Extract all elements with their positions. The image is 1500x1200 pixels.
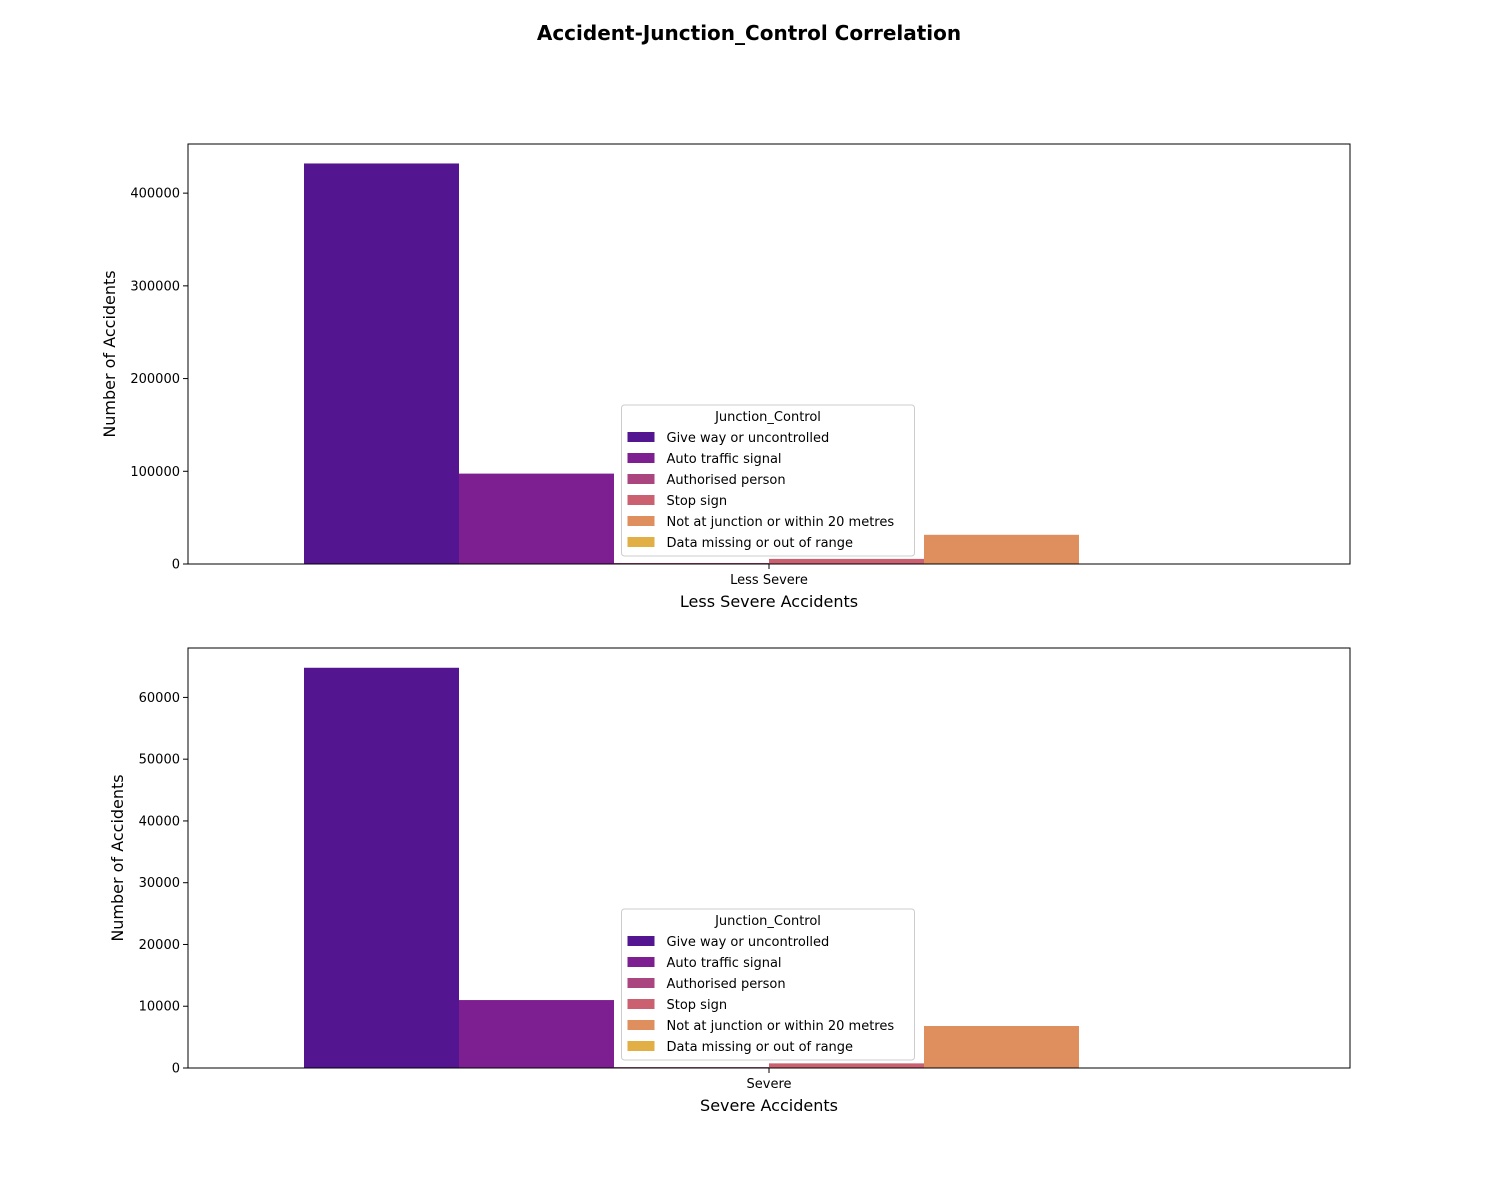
legend-entry-stop-sign: Stop sign bbox=[667, 494, 728, 509]
legend-entry-auto-traffic-signal: Auto traffic signal bbox=[667, 956, 782, 971]
y-tick-label: 40000 bbox=[139, 814, 180, 829]
y-tick-label: 0 bbox=[172, 558, 180, 573]
chart-less-severe: 0 100000 200000 300000 400000 Less Severe Less… bbox=[100, 143, 1351, 611]
y-tick-label: 50000 bbox=[139, 753, 180, 768]
legend-swatch-give-way-or-uncontrolled bbox=[627, 432, 655, 442]
legend-swatch-give-way-or-uncontrolled bbox=[627, 936, 655, 946]
bar-stop-sign bbox=[769, 558, 924, 564]
legend-swatch-auto-traffic-signal bbox=[627, 453, 655, 463]
y-tick-label: 0 bbox=[172, 1062, 180, 1077]
legend-swatch-not-at-junction-or-within-20-metres bbox=[627, 516, 655, 526]
y-tick-label: 200000 bbox=[130, 372, 180, 387]
bar-not-at-junction-or-within-20-metres bbox=[924, 1026, 1079, 1068]
bar-stop-sign bbox=[769, 1063, 924, 1068]
legend-swatch-stop-sign bbox=[627, 999, 655, 1009]
y-tick-label: 60000 bbox=[139, 691, 180, 706]
legend-entry-data-missing-or-out-of-range: Data missing or out of range bbox=[667, 536, 854, 551]
chart-severe: 0 10000 20000 30000 40000 50000 60000 Severe Sev… bbox=[108, 647, 1351, 1115]
bar-auto-traffic-signal bbox=[459, 473, 614, 564]
legend-box bbox=[621, 908, 915, 1061]
legend-entry-data-missing-or-out-of-range: Data missing or out of range bbox=[667, 1040, 854, 1055]
legend-entry-not-at-junction-or-within-20-metres: Not at junction or within 20 metres bbox=[667, 515, 895, 530]
legend-swatch-authorised-person bbox=[627, 474, 655, 484]
y-tick-label: 100000 bbox=[130, 465, 180, 480]
y-tick-label: 400000 bbox=[130, 187, 180, 202]
legend-entry-stop-sign: Stop sign bbox=[667, 998, 728, 1013]
y-axis-label: Number of Accidents bbox=[108, 774, 127, 941]
y-tick-label: 10000 bbox=[139, 1000, 180, 1015]
legend-swatch-authorised-person bbox=[627, 978, 655, 988]
x-tick-label: Less Severe bbox=[730, 573, 808, 588]
bar-give-way-or-uncontrolled bbox=[304, 163, 459, 564]
legend-title: Junction_Control bbox=[714, 914, 821, 929]
legend-swatch-auto-traffic-signal bbox=[627, 957, 655, 967]
x-tick-label: Severe bbox=[747, 1077, 792, 1092]
bar-not-at-junction-or-within-20-metres bbox=[924, 534, 1079, 564]
legend-title: Junction_Control bbox=[714, 410, 821, 425]
legend-entry-not-at-junction-or-within-20-metres: Not at junction or within 20 metres bbox=[667, 1019, 895, 1034]
legend-entry-authorised-person: Authorised person bbox=[667, 977, 786, 992]
legend-swatch-data-missing-or-out-of-range bbox=[627, 1041, 655, 1051]
legend: Junction_Control Give way or uncontrolled… bbox=[621, 404, 915, 557]
legend-entry-auto-traffic-signal: Auto traffic signal bbox=[667, 452, 782, 467]
legend-box bbox=[621, 404, 915, 557]
legend-entry-give-way-or-uncontrolled: Give way or uncontrolled bbox=[667, 935, 830, 950]
bar-give-way-or-uncontrolled bbox=[304, 667, 459, 1068]
bar-authorised-person bbox=[614, 562, 769, 564]
y-tick-label: 20000 bbox=[139, 938, 180, 953]
legend-entry-authorised-person: Authorised person bbox=[667, 473, 786, 488]
y-tick-label: 30000 bbox=[139, 876, 180, 891]
y-tick-label: 300000 bbox=[130, 279, 180, 294]
x-axis-label: Severe Accidents bbox=[700, 1096, 838, 1115]
legend-swatch-stop-sign bbox=[627, 495, 655, 505]
bar-auto-traffic-signal bbox=[459, 1000, 614, 1068]
x-axis-label: Less Severe Accidents bbox=[680, 592, 858, 611]
legend-entry-give-way-or-uncontrolled: Give way or uncontrolled bbox=[667, 431, 830, 446]
legend: Junction_Control Give way or uncontrolled… bbox=[621, 908, 915, 1061]
legend-swatch-not-at-junction-or-within-20-metres bbox=[627, 1020, 655, 1030]
y-axis-label: Number of Accidents bbox=[100, 270, 119, 437]
legend-swatch-data-missing-or-out-of-range bbox=[627, 537, 655, 547]
figure-title: Accident-Junction_Control Correlation bbox=[537, 21, 961, 45]
